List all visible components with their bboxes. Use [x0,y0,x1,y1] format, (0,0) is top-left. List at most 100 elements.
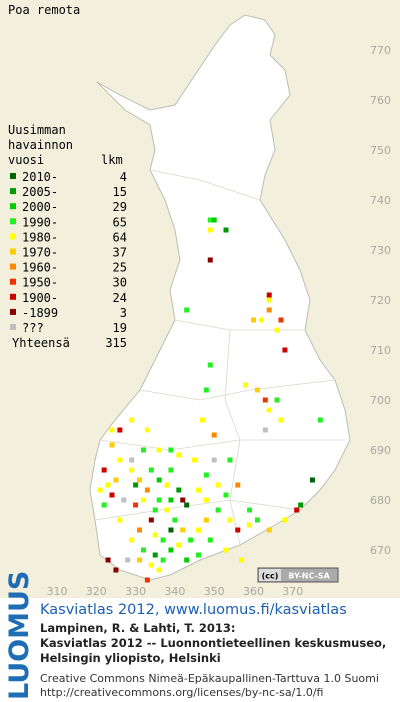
y-tick-label: 730 [370,244,391,257]
occurrence-square [148,467,154,473]
province-borders [94,169,345,546]
legend-heading: havainnon [8,138,73,152]
occurrence-square [113,477,119,483]
occurrence-square [247,507,253,513]
occurrence-square [203,387,209,393]
legend-swatch [10,173,16,179]
occurrence-square [203,497,209,503]
occurrence-square [309,477,315,483]
occurrence-square [140,547,146,553]
occurrence-square [251,317,256,323]
occurrence-square [195,527,201,533]
legend-heading: vuosi [8,153,44,167]
legend-swatch [10,293,16,300]
legend-count-heading: lkm [101,153,123,167]
occurrence-square [207,537,213,543]
x-tick-label: 350 [204,585,225,598]
x-tick-label: 330 [125,585,146,598]
occurrence-square [223,227,229,233]
legend-count: 24 [113,291,127,305]
occurrence-square [262,397,268,403]
occurrence-square [140,497,146,503]
legend-label: 1950- [22,276,58,290]
y-tick-label: 720 [370,294,391,307]
legend-total: 315 [105,336,127,350]
occurrence-square [254,387,260,393]
occurrence-square [294,507,300,513]
legend-swatch [10,324,16,330]
occurrence-square [144,487,150,493]
occurrence-square [223,547,229,553]
x-tick-label: 370 [282,585,303,598]
occurrence-square [105,482,111,488]
occurrence-square [211,217,217,223]
occurrence-square [176,452,182,458]
legend-count: 3 [120,306,127,320]
occurrence-square [164,482,170,488]
occurrence-square [156,477,162,483]
site-link[interactable]: Kasviatlas 2012, www.luomus.fi/kasviatla… [40,602,347,618]
legend-swatch [10,233,16,240]
occurrence-square [215,507,221,513]
license-line: http://creativecommons.org/licenses/by-n… [40,686,323,699]
legend-count: 19 [113,321,127,335]
occurrence-square [117,457,123,463]
y-tick-label: 680 [370,494,391,507]
occurrence-square [207,217,213,223]
occurrence-square [156,567,162,573]
occurrence-square [129,537,135,543]
occurrence-square [188,537,194,543]
legend-swatch [10,248,16,255]
occurrence-square [148,562,154,568]
legend-label: 1990- [22,215,58,229]
occurrence-square [207,257,213,263]
occurrence-square [168,527,174,533]
occurrence-square [211,457,217,463]
occurrence-square [144,427,150,433]
occurrence-square [168,447,174,453]
occurrence-square [172,517,178,523]
occurrence-square [266,527,272,533]
badge-cc-area [259,569,281,581]
occurrence-square [243,382,249,388]
occurrence-square [105,557,111,563]
legend-count: 64 [113,230,127,244]
occurrence-square [129,467,135,473]
y-tick-label: 710 [370,344,391,357]
occurrence-square [144,577,150,583]
occurrence-square [180,497,186,503]
occurrence-square [266,307,272,313]
legend-count: 65 [113,215,127,229]
occurrence-square [168,467,174,473]
occurrence-square [227,517,233,523]
occurrence-square [101,467,107,473]
legend-label: 2005- [22,185,58,199]
occurrence-square [266,297,272,303]
occurrence-square [266,407,272,413]
occurrence-square [207,362,213,368]
y-tick-label: 760 [370,94,391,107]
logo: LUOMUS [4,571,35,700]
occurrence-square [262,427,268,433]
occurrence-square [152,507,158,513]
axis-ticks: 310 320 330 340 350 360 3706706806907007107207… [47,44,392,598]
legend-label: 1980- [22,230,58,244]
legend-swatch [10,278,16,285]
occurrence-square [274,327,280,333]
legend-label: 1960- [22,261,58,275]
occurrence-square [184,557,190,563]
citation-line: Kasviatlas 2012 -- Luonnontieteellinen k… [40,636,386,650]
x-tick-label: 320 [86,585,107,598]
legend-swatch [10,263,16,270]
license-badge: (cc) BY-NC-SA [257,567,339,583]
x-tick-label: 310 [47,585,68,598]
occurrence-square [160,537,166,543]
occurrence-square [160,557,166,563]
occurrence-square [133,502,139,508]
occurrence-square [239,557,245,563]
occurrence-square [152,552,158,558]
badge-terms: BY-NC-SA [288,572,330,581]
legend-label: 1970- [22,246,58,260]
